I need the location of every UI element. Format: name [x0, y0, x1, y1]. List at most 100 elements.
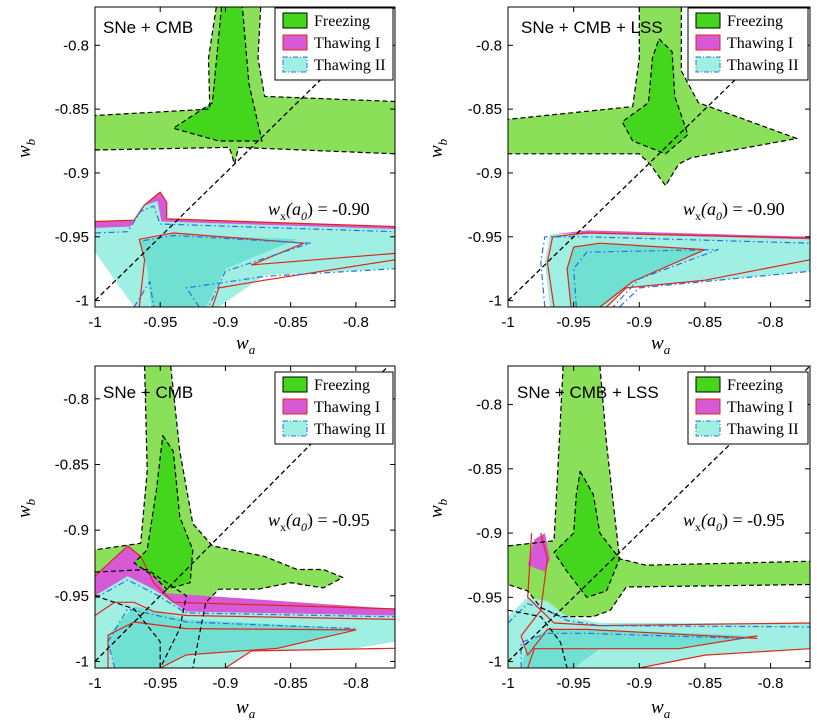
x-tick-label: -1	[501, 314, 514, 331]
legend-label-thawing-i: Thawing I	[314, 399, 380, 416]
legend-label-thawing-i: Thawing I	[727, 35, 793, 52]
wx-annotation: wx(a0) = -0.90	[683, 199, 785, 223]
y-axis-label: wb	[426, 138, 450, 158]
region-freezing-inner	[622, 38, 688, 154]
y-tick-label: -1	[489, 293, 502, 310]
region-thawing-ii-inner	[567, 243, 705, 307]
contour-line-red-1	[566, 242, 706, 307]
ticks: -1 -0.95 -0.9 -0.85 -0.8 -1 -0.95 -0.9 -0.85 -0.8	[468, 366, 810, 692]
contour-line-black-9	[133, 435, 194, 590]
contour-line-black-10	[508, 609, 568, 668]
legend-swatch-thawing-i	[282, 398, 308, 415]
y-tick-label: -0.95	[55, 588, 89, 605]
legend-swatch-thawing-i	[695, 398, 721, 415]
contour-layer	[508, 7, 810, 307]
y-tick-label: -0.95	[55, 229, 89, 246]
contour-line-black-9	[553, 470, 621, 598]
panel-title: SNe + CMB	[103, 18, 193, 37]
x-tick-label: -1	[88, 675, 101, 692]
contour-line-blue-5	[185, 268, 395, 307]
legend-swatch-thawing-ii	[695, 56, 721, 73]
legend-label-thawing-ii: Thawing II	[314, 57, 386, 74]
region-freezing-inner	[173, 7, 262, 141]
y-tick-label: -1	[76, 653, 89, 670]
x-axis-label: wa	[236, 333, 256, 357]
y-tick-label: -0.8	[476, 37, 502, 54]
legend-swatch-thawing-i	[282, 34, 308, 51]
x-tick-label: -0.85	[274, 314, 308, 331]
contour-line-black-8	[508, 583, 810, 618]
contour-line-blue-3	[540, 236, 810, 307]
ticks: -1 -0.95 -0.9 -0.85 -0.8 -1 -0.95 -0.9 -0.85 -0.8	[468, 7, 810, 331]
contour-line-red-2	[107, 621, 357, 668]
contour-line-red-1	[95, 601, 395, 620]
y-tick-label: -0.8	[476, 397, 502, 414]
panel-title: SNe + CMB + LSS	[521, 18, 663, 37]
legend-label-thawing-ii: Thawing II	[727, 57, 799, 74]
contour-line-black-9	[95, 146, 395, 165]
contour-line-red-3	[639, 648, 810, 668]
y-axis-label: wb	[14, 498, 38, 518]
y-axis-label: wb	[14, 138, 38, 158]
legend-label-thawing-i: Thawing I	[314, 35, 380, 52]
contour-line-red-0	[520, 532, 758, 656]
contour-line-black-7	[599, 366, 810, 566]
contour-line-red-0	[546, 232, 810, 307]
x-tick-label: -0.9	[626, 675, 652, 692]
contour-line-red-1	[138, 232, 395, 307]
contour-line-red-2	[527, 635, 758, 668]
contour-line-black-7	[170, 366, 344, 668]
panel-top-left: -1 -0.95 -0.9 -0.85 -0.8 -1 -0.95 -0.9 -0.85 -0.8…	[14, 6, 396, 357]
contour-line-black-8	[621, 38, 689, 155]
y-tick-label: -0.95	[468, 589, 502, 606]
contour-line-blue-6	[133, 280, 155, 307]
contour-line-black-8	[257, 7, 395, 103]
contour-line-red-1	[527, 533, 810, 627]
contour-line-red-2	[211, 259, 395, 307]
contour-line-blue-5	[520, 632, 745, 668]
contour-line-black-6	[95, 366, 148, 551]
y-tick-label: -0.8	[63, 37, 89, 54]
legend-label-freezing: Freezing	[727, 377, 783, 394]
axes-frame	[94, 365, 396, 669]
x-tick-label: -1	[88, 314, 101, 331]
contour-line-black-10	[95, 568, 187, 668]
y-tick-label: -0.9	[63, 522, 89, 539]
y-tick-label: -0.9	[63, 165, 89, 182]
panel-bottom-right: -1 -0.95 -0.9 -0.85 -0.8 -1 -0.95 -0.9 -0.85 -0.8…	[426, 365, 811, 721]
panel-title: SNe + CMB	[103, 383, 193, 402]
legend: Freezing Thawing I Thawing II	[687, 371, 809, 445]
contour-layer	[95, 366, 395, 668]
ticks: -1 -0.95 -0.9 -0.85 -0.8 -1 -0.95 -0.9 -0.85 -0.8	[55, 7, 395, 331]
x-axis-label: wa	[236, 697, 256, 721]
y-tick-label: -0.9	[476, 525, 502, 542]
contour-line-black-8	[95, 595, 161, 668]
legend-swatch-thawing-i	[695, 34, 721, 51]
contour-layer	[95, 7, 395, 307]
legend-label-thawing-ii: Thawing II	[727, 421, 799, 438]
legend-swatch-freezing	[282, 376, 308, 393]
wx-annotation: wx(a0) = -0.90	[268, 199, 370, 223]
x-tick-label: -1	[501, 675, 514, 692]
y-tick-label: -0.85	[55, 456, 89, 473]
legend-label-thawing-i: Thawing I	[727, 399, 793, 416]
x-tick-label: -0.9	[626, 314, 652, 331]
legend-label-thawing-ii: Thawing II	[314, 421, 386, 438]
y-tick-label: -0.9	[476, 165, 502, 182]
x-tick-label: -0.95	[557, 675, 591, 692]
legend: Freezing Thawing I Thawing II	[274, 7, 394, 81]
region-thawing-ii-inner	[139, 234, 298, 307]
legend-swatch-freezing	[695, 12, 721, 29]
contour-line-blue-4	[573, 249, 719, 307]
axes-frame	[94, 6, 396, 308]
axes-frame	[507, 6, 811, 308]
contour-line-black-7	[508, 7, 798, 187]
region-thawing-ii-inner	[108, 606, 356, 668]
x-tick-label: -0.85	[688, 675, 722, 692]
legend-swatch-thawing-ii	[282, 56, 308, 73]
legend-label-freezing: Freezing	[314, 377, 370, 394]
x-tick-label: -0.85	[274, 675, 308, 692]
panel-bottom-left: -1 -0.95 -0.9 -0.85 -0.8 -1 -0.95 -0.9 -0.85 -0.8…	[14, 365, 396, 721]
x-tick-label: -0.95	[143, 675, 177, 692]
